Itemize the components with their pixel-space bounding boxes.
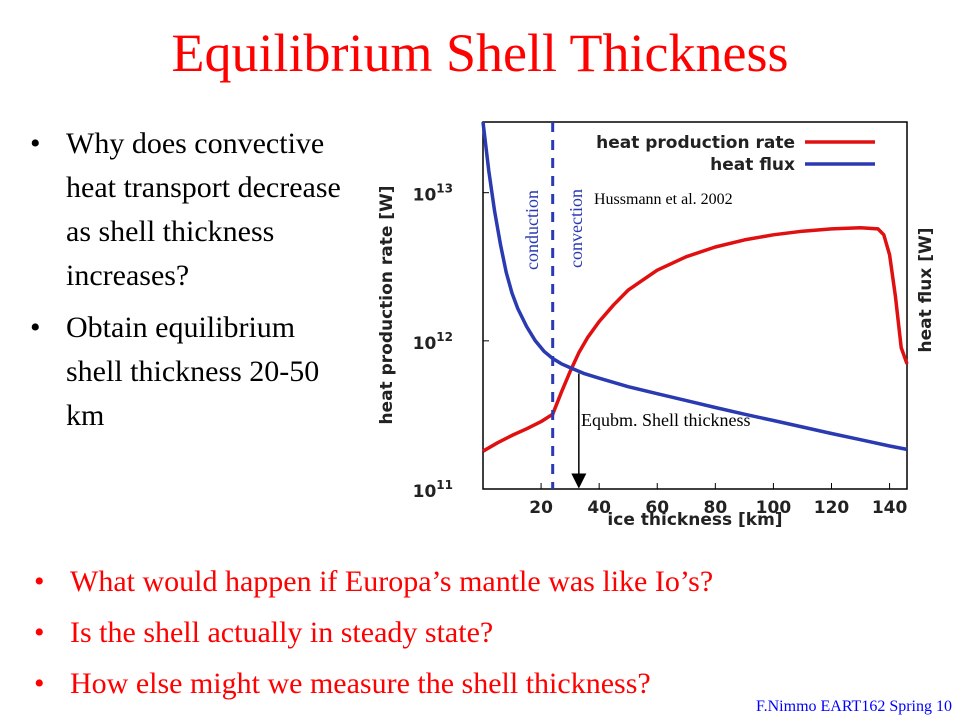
bullet-item: Why does convective heat transport decre… bbox=[30, 122, 350, 298]
y-tick-label: 1011 bbox=[413, 478, 453, 502]
bullet-item: Obtain equilibrium shell thickness 20-50… bbox=[30, 306, 350, 438]
series-line-heat-production bbox=[482, 225, 909, 453]
x-tick-label: 120 bbox=[814, 498, 850, 518]
x-tick-label: 40 bbox=[587, 498, 611, 518]
x-tick-label: 140 bbox=[872, 498, 908, 518]
bullet-list: Why does convective heat transport decre… bbox=[30, 122, 350, 446]
footer-credit: F.Nimmo EART162 Spring 10 bbox=[756, 698, 952, 715]
x-tick-label: 20 bbox=[529, 498, 553, 518]
slide-title: Equilibrium Shell Thickness bbox=[171, 23, 789, 83]
tick-marks bbox=[483, 192, 891, 490]
convection-label: convection bbox=[566, 189, 586, 268]
x-axis-title: ice thickness [km] bbox=[607, 510, 782, 530]
question-item: What would happen if Europa’s mantle was… bbox=[34, 556, 713, 607]
y-axis-title: heat production rate [W] bbox=[377, 185, 397, 424]
question-item: Is the shell actually in steady state? bbox=[34, 607, 713, 658]
x-axis-tick-labels: 20 40 60 80 100 120 140 bbox=[529, 498, 907, 518]
question-item: How else might we measure the shell thic… bbox=[34, 658, 713, 709]
x-tick-label: 80 bbox=[703, 498, 727, 518]
series-line-heat-flux bbox=[481, 121, 908, 452]
legend-label-heat-production: heat production rate bbox=[596, 133, 795, 153]
x-tick-label: 100 bbox=[756, 498, 792, 518]
y-tick-label: 1013 bbox=[413, 182, 453, 206]
series-layer bbox=[481, 121, 909, 453]
y2-axis-title: heat flux [W] bbox=[916, 227, 936, 352]
x-tick-label: 60 bbox=[645, 498, 669, 518]
equilibrium-label: Equbm. Shell thickness bbox=[581, 410, 751, 430]
y-axis-tick-labels: 1011 1012 1013 bbox=[413, 182, 453, 502]
question-list: What would happen if Europa’s mantle was… bbox=[34, 556, 713, 709]
plot-frame bbox=[482, 121, 908, 490]
legend-label-heat-flux: heat flux bbox=[710, 155, 795, 175]
citation-label: Hussmann et al. 2002 bbox=[594, 191, 733, 208]
conduction-label: conduction bbox=[522, 190, 542, 270]
y-tick-label: 1012 bbox=[413, 330, 453, 354]
